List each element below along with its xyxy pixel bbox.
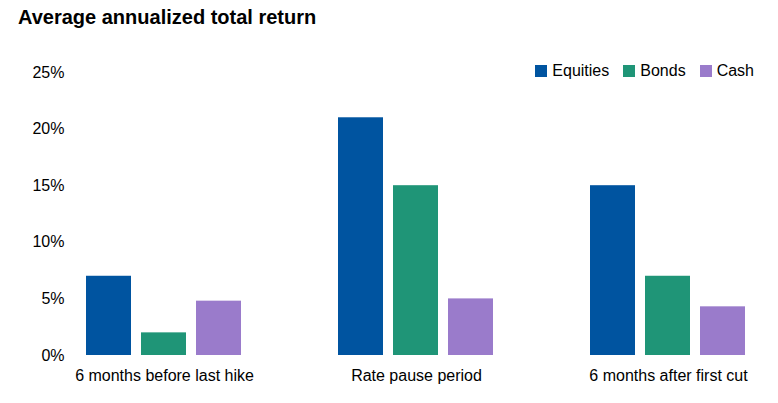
svg-text:6 months before last hike: 6 months before last hike (75, 367, 254, 384)
html-text:Cash: Cash (716, 62, 754, 79)
svg-text:20%: 20% (32, 120, 64, 137)
svg-text:10%: 10% (32, 233, 64, 250)
html-text:Equities: Equities (552, 62, 610, 79)
svg-text:25%: 25% (32, 64, 64, 81)
svg-text:15%: 15% (32, 177, 64, 194)
html-text:Bonds: Bonds (640, 62, 686, 79)
svg-text:6 months after first cut: 6 months after first cut (589, 367, 748, 384)
svg-text:Rate pause period: Rate pause period (351, 367, 482, 384)
html-text:Average annualized total retur: Average annualized total return (18, 6, 317, 28)
svg-text:0%: 0% (41, 347, 64, 364)
svg-text:5%: 5% (41, 290, 64, 307)
